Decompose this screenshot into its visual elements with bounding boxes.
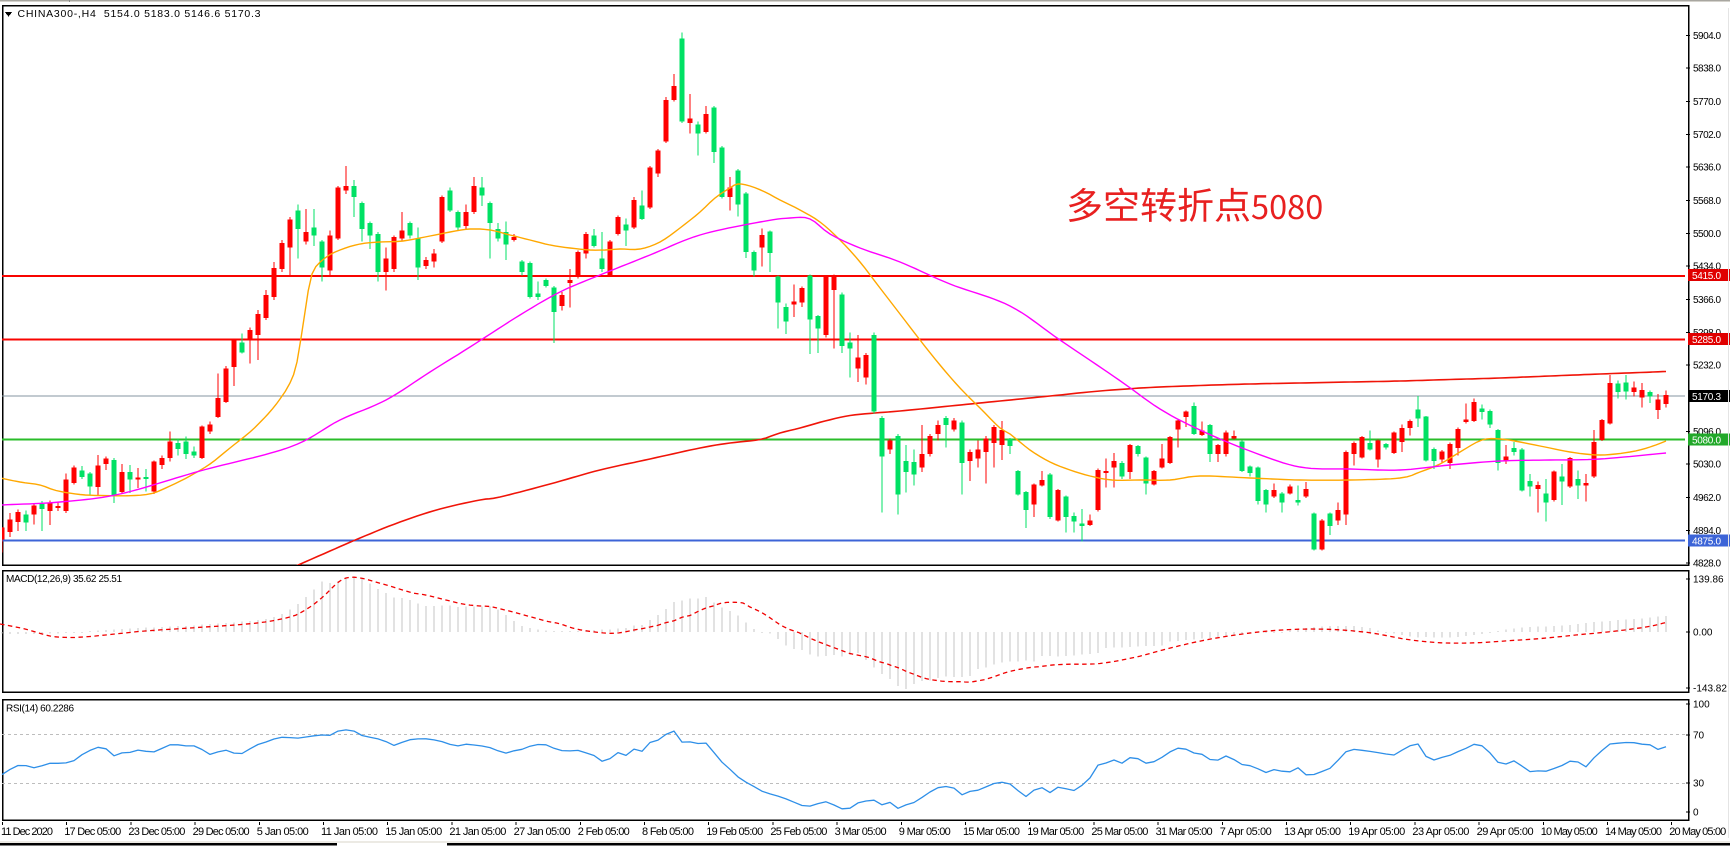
svg-text:15 Jan 05:00: 15 Jan 05:00 xyxy=(385,826,442,838)
svg-text:5415.0: 5415.0 xyxy=(1692,271,1721,282)
svg-text:5568.0: 5568.0 xyxy=(1693,196,1721,207)
svg-text:14 May 05:00: 14 May 05:00 xyxy=(1605,826,1662,838)
svg-text:17 Dec 05:00: 17 Dec 05:00 xyxy=(64,826,121,838)
svg-text:2 Feb 05:00: 2 Feb 05:00 xyxy=(578,826,630,838)
svg-text:5770.0: 5770.0 xyxy=(1693,97,1721,108)
svg-text:10 May 05:00: 10 May 05:00 xyxy=(1541,826,1598,838)
svg-text:5285.0: 5285.0 xyxy=(1692,335,1721,346)
svg-text:5 Jan 05:00: 5 Jan 05:00 xyxy=(257,826,309,838)
svg-text:4828.0: 4828.0 xyxy=(1693,559,1721,570)
svg-text:139.86: 139.86 xyxy=(1693,575,1724,586)
svg-text:20 May 05:00: 20 May 05:00 xyxy=(1669,826,1726,838)
svg-text:15 Mar 05:00: 15 Mar 05:00 xyxy=(963,826,1020,838)
svg-text:8 Feb 05:00: 8 Feb 05:00 xyxy=(642,826,694,838)
svg-text:5904.0: 5904.0 xyxy=(1693,31,1721,42)
svg-text:70: 70 xyxy=(1693,731,1705,742)
svg-text:CHINA300-,H4 5154.0 5183.0 51: CHINA300-,H4 5154.0 5183.0 5146.6 5170.3 xyxy=(18,8,261,20)
svg-text:4962.0: 4962.0 xyxy=(1693,493,1721,504)
svg-text:11 Jan 05:00: 11 Jan 05:00 xyxy=(321,826,378,838)
svg-text:21 Jan 05:00: 21 Jan 05:00 xyxy=(449,826,506,838)
svg-text:19 Apr 05:00: 19 Apr 05:00 xyxy=(1348,826,1405,838)
svg-text:0: 0 xyxy=(1693,808,1699,819)
svg-text:3 Mar 05:00: 3 Mar 05:00 xyxy=(835,826,887,838)
svg-text:19 Feb 05:00: 19 Feb 05:00 xyxy=(706,826,763,838)
svg-text:100: 100 xyxy=(1693,700,1710,711)
svg-text:5500.0: 5500.0 xyxy=(1693,229,1721,240)
svg-text:23 Dec 05:00: 23 Dec 05:00 xyxy=(128,826,185,838)
svg-text:5170.3: 5170.3 xyxy=(1692,392,1721,403)
svg-text:19 Mar 05:00: 19 Mar 05:00 xyxy=(1027,826,1084,838)
svg-text:13 Apr 05:00: 13 Apr 05:00 xyxy=(1284,826,1341,838)
svg-text:23 Apr 05:00: 23 Apr 05:00 xyxy=(1412,826,1469,838)
svg-text:25 Feb 05:00: 25 Feb 05:00 xyxy=(770,826,827,838)
svg-text:5030.0: 5030.0 xyxy=(1693,460,1721,471)
svg-text:11 Dec 2020: 11 Dec 2020 xyxy=(1,826,53,838)
svg-text:0.00: 0.00 xyxy=(1693,628,1713,639)
svg-text:27 Jan 05:00: 27 Jan 05:00 xyxy=(514,826,571,838)
svg-text:5232.0: 5232.0 xyxy=(1693,361,1721,372)
svg-text:RSI(14) 60.2286: RSI(14) 60.2286 xyxy=(6,704,74,715)
svg-text:5080.0: 5080.0 xyxy=(1692,435,1721,446)
svg-text:7 Apr 05:00: 7 Apr 05:00 xyxy=(1220,826,1272,838)
svg-text:5096.0: 5096.0 xyxy=(1693,427,1721,438)
svg-text:4875.0: 4875.0 xyxy=(1692,536,1721,547)
svg-text:-143.82: -143.82 xyxy=(1693,684,1727,695)
svg-text:5434.0: 5434.0 xyxy=(1693,262,1721,273)
svg-text:25 Mar 05:00: 25 Mar 05:00 xyxy=(1091,826,1148,838)
svg-text:9 Mar 05:00: 9 Mar 05:00 xyxy=(899,826,951,838)
svg-text:29 Dec 05:00: 29 Dec 05:00 xyxy=(193,826,250,838)
svg-text:29 Apr 05:00: 29 Apr 05:00 xyxy=(1477,826,1534,838)
svg-text:31 Mar 05:00: 31 Mar 05:00 xyxy=(1156,826,1213,838)
svg-text:MACD(12,26,9) 35.62 25.51: MACD(12,26,9) 35.62 25.51 xyxy=(6,574,122,585)
svg-text:5366.0: 5366.0 xyxy=(1693,295,1721,306)
svg-text:5636.0: 5636.0 xyxy=(1693,162,1721,173)
svg-text:5838.0: 5838.0 xyxy=(1693,63,1721,74)
svg-text:5702.0: 5702.0 xyxy=(1693,130,1721,141)
svg-text:4894.0: 4894.0 xyxy=(1693,526,1721,537)
svg-text:30: 30 xyxy=(1693,779,1705,790)
